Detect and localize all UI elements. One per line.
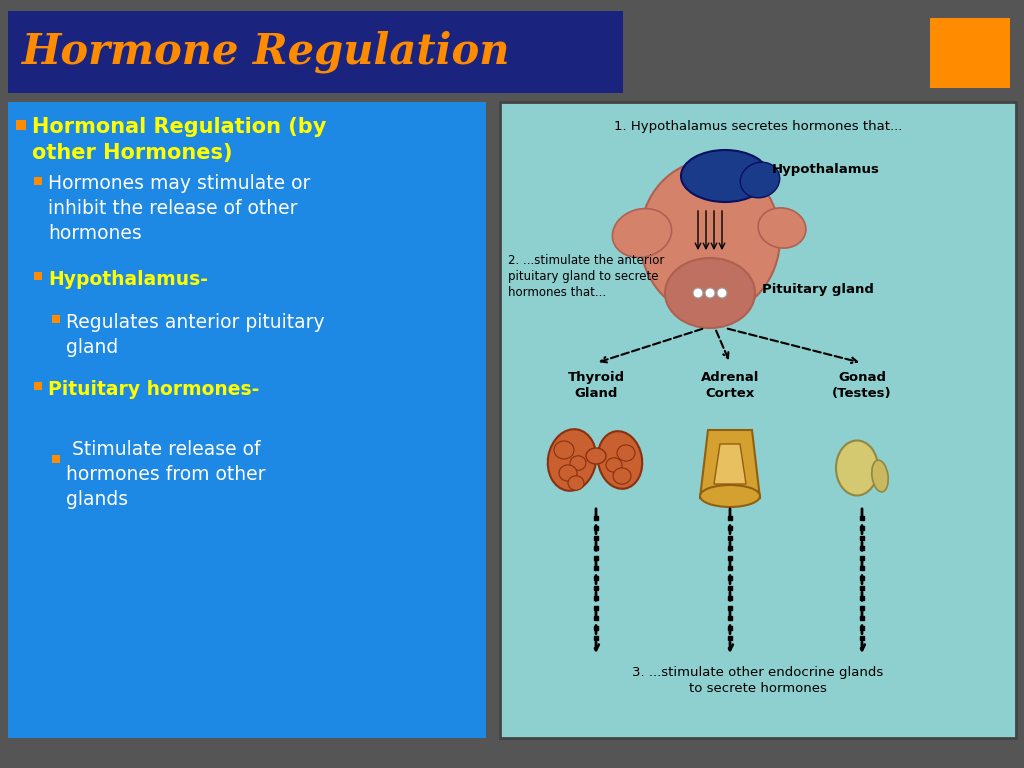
Text: 3. ...stimulate other endocrine glands
to secrete hormones: 3. ...stimulate other endocrine glands t… xyxy=(633,666,884,695)
Ellipse shape xyxy=(570,455,586,470)
Ellipse shape xyxy=(700,485,760,507)
Ellipse shape xyxy=(554,441,574,459)
Text: Pituitary hormones-: Pituitary hormones- xyxy=(48,380,259,399)
Text: Hypothalamus-: Hypothalamus- xyxy=(48,270,208,289)
Ellipse shape xyxy=(586,448,606,464)
Ellipse shape xyxy=(836,441,878,495)
Ellipse shape xyxy=(617,445,635,461)
Ellipse shape xyxy=(548,429,596,491)
Text: Hormones may stimulate or
inhibit the release of other
hormones: Hormones may stimulate or inhibit the re… xyxy=(48,174,310,243)
Text: 2. ...stimulate the anterior
pituitary gland to secrete
hormones that...: 2. ...stimulate the anterior pituitary g… xyxy=(508,254,665,299)
Ellipse shape xyxy=(612,209,672,257)
Text: Adrenal
Cortex: Adrenal Cortex xyxy=(700,371,759,400)
Bar xyxy=(8,11,623,93)
Ellipse shape xyxy=(598,431,642,488)
Bar xyxy=(16,120,26,130)
Ellipse shape xyxy=(640,161,780,316)
Text: Hormonal Regulation (by
other Hormones): Hormonal Regulation (by other Hormones) xyxy=(32,117,327,163)
Text: Pituitary gland: Pituitary gland xyxy=(762,283,873,296)
Bar xyxy=(52,315,60,323)
Bar xyxy=(500,102,1016,738)
Bar xyxy=(8,102,486,738)
Ellipse shape xyxy=(871,460,888,492)
Bar xyxy=(52,455,60,463)
Text: Gonad
(Testes): Gonad (Testes) xyxy=(833,371,892,400)
Ellipse shape xyxy=(740,162,779,198)
Circle shape xyxy=(717,288,727,298)
Ellipse shape xyxy=(559,465,577,481)
Ellipse shape xyxy=(665,258,755,328)
Ellipse shape xyxy=(613,468,631,484)
Circle shape xyxy=(705,288,715,298)
Text: Stimulate release of
hormones from other
glands: Stimulate release of hormones from other… xyxy=(66,440,265,509)
Text: Hypothalamus: Hypothalamus xyxy=(772,164,880,177)
Bar xyxy=(34,272,42,280)
Ellipse shape xyxy=(606,458,622,472)
Bar xyxy=(34,382,42,390)
Text: Thyroid
Gland: Thyroid Gland xyxy=(567,371,625,400)
Text: Hormone Regulation: Hormone Regulation xyxy=(22,31,511,73)
Circle shape xyxy=(693,288,703,298)
Bar xyxy=(702,218,720,268)
Text: 1. Hypothalamus secretes hormones that...: 1. Hypothalamus secretes hormones that..… xyxy=(613,120,902,133)
Polygon shape xyxy=(714,444,746,484)
Ellipse shape xyxy=(681,150,769,202)
Ellipse shape xyxy=(758,208,806,248)
Ellipse shape xyxy=(568,476,584,490)
Polygon shape xyxy=(700,430,760,498)
Text: Regulates anterior pituitary
gland: Regulates anterior pituitary gland xyxy=(66,313,325,357)
Bar xyxy=(34,177,42,185)
Bar xyxy=(930,18,1010,88)
